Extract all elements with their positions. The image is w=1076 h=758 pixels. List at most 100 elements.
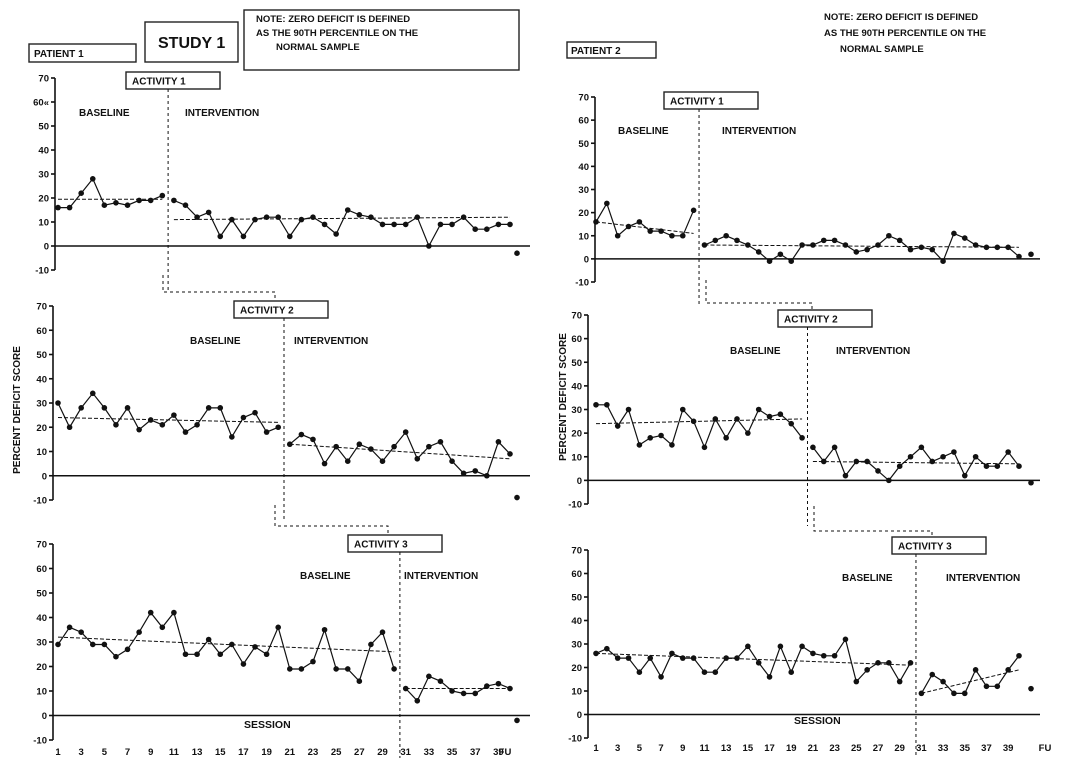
data-point xyxy=(755,249,762,255)
data-point xyxy=(669,442,675,448)
data-point xyxy=(217,651,224,658)
data-point xyxy=(788,258,795,264)
x-tick-label: 39 xyxy=(1003,743,1014,754)
data-point xyxy=(831,237,838,244)
data-point xyxy=(484,226,490,232)
data-point xyxy=(391,443,397,450)
data-point xyxy=(896,678,903,685)
y-tick-label: 40 xyxy=(36,613,47,624)
data-point xyxy=(391,666,397,672)
data-point xyxy=(983,244,990,251)
y-axis-title-right: PERCENT DEFICIT SCORE xyxy=(558,333,569,461)
data-point xyxy=(460,690,467,697)
activity-box-frame xyxy=(663,91,759,110)
data-point xyxy=(379,629,386,635)
data-point xyxy=(147,197,154,204)
data-point xyxy=(831,652,838,659)
data-point xyxy=(229,434,235,440)
baseline-label: BASELINE xyxy=(79,108,130,119)
data-point xyxy=(310,658,316,665)
data-point xyxy=(972,453,979,460)
data-point xyxy=(820,652,827,659)
y-tick-label: 10 xyxy=(36,447,47,458)
data-point xyxy=(495,221,502,228)
x-tick-label: 11 xyxy=(169,747,180,758)
x-tick-label: 35 xyxy=(447,747,458,758)
data-point xyxy=(690,655,697,661)
data-point xyxy=(853,249,860,255)
data-point xyxy=(89,176,96,182)
y-axis-title-left: PERCENT DEFICIT SCORE xyxy=(12,346,23,474)
y-tick-label: 70 xyxy=(38,74,49,85)
data-point xyxy=(298,216,305,223)
data-point xyxy=(333,231,339,237)
data-point xyxy=(368,446,374,452)
y-tick-label: 20 xyxy=(38,194,49,205)
x-tick-label: 17 xyxy=(764,743,775,754)
activity-box-frame xyxy=(347,534,443,553)
data-point xyxy=(55,400,61,406)
y-tick-label: 20 xyxy=(571,663,582,674)
intervention-label: INTERVENTION xyxy=(946,573,1020,584)
data-point xyxy=(298,431,305,438)
data-point xyxy=(604,401,610,408)
data-point xyxy=(240,661,247,667)
x-tick-label: 11 xyxy=(699,743,710,754)
data-point xyxy=(647,435,654,441)
data-point xyxy=(286,441,293,448)
data-point xyxy=(368,641,374,648)
y-tick-label: 20 xyxy=(36,423,47,434)
data-point xyxy=(972,242,979,248)
y-tick-label: 0 xyxy=(42,471,47,482)
activity-label: ACTIVITY 3 xyxy=(354,540,408,551)
data-point xyxy=(907,246,914,253)
data-point xyxy=(690,418,697,425)
data-point xyxy=(414,698,421,704)
note-line-3-right: NORMAL SAMPLE xyxy=(840,44,924,55)
data-point xyxy=(89,390,96,397)
data-point xyxy=(147,417,154,423)
data-point xyxy=(799,435,805,441)
note-line-2-right: AS THE 90TH PERCENTILE ON THE xyxy=(824,28,986,39)
data-point xyxy=(853,458,860,465)
data-point xyxy=(940,258,946,264)
y-tick-label: 40 xyxy=(36,374,47,385)
data-point xyxy=(472,690,479,697)
activity-label-box: ACTIVITY 3 xyxy=(891,536,987,555)
data-point xyxy=(55,204,61,211)
data-point xyxy=(159,624,166,631)
panel-6: -10 0 10 20 30 40 50 60 70 ACTIVITY 3 BASELINE INTE… xyxy=(568,536,1040,758)
data-point xyxy=(679,406,686,413)
y-tick-label: 30 xyxy=(571,640,582,651)
data-point xyxy=(886,660,892,666)
panel-2: -10 0 10 20 30 40 50 60 70 ACTIVITY 2 BASELINE INTE… xyxy=(33,300,530,522)
x-tick-label: 27 xyxy=(354,747,365,758)
data-point xyxy=(875,242,881,248)
session-label-left: SESSION xyxy=(244,719,291,731)
series-line-baseline xyxy=(57,611,395,683)
data-point xyxy=(669,650,675,657)
x-tick-label: 1 xyxy=(593,743,599,754)
activity-label-box: ACTIVITY 1 xyxy=(663,91,759,110)
x-tick-label: 7 xyxy=(658,743,663,754)
y-tick-label: 10 xyxy=(571,452,582,463)
y-tick-label: 0 xyxy=(577,710,582,721)
data-point xyxy=(113,653,119,660)
data-point xyxy=(658,674,664,680)
data-point xyxy=(604,200,610,207)
data-point xyxy=(723,655,729,661)
x-tick-label: 33 xyxy=(424,747,435,758)
series-line-intervention xyxy=(920,655,1020,695)
activity-connector xyxy=(705,280,813,310)
data-point xyxy=(842,472,849,479)
y-tick-label: 20 xyxy=(571,429,582,440)
data-point xyxy=(896,237,903,244)
data-point xyxy=(136,629,142,635)
y-tick-label: 70 xyxy=(571,311,582,322)
data-point xyxy=(712,669,719,675)
data-point xyxy=(275,624,282,631)
x-tick-label: 9 xyxy=(148,747,153,758)
data-point xyxy=(252,409,258,416)
data-point xyxy=(101,641,108,648)
x-tick-label: 39 xyxy=(493,747,504,758)
